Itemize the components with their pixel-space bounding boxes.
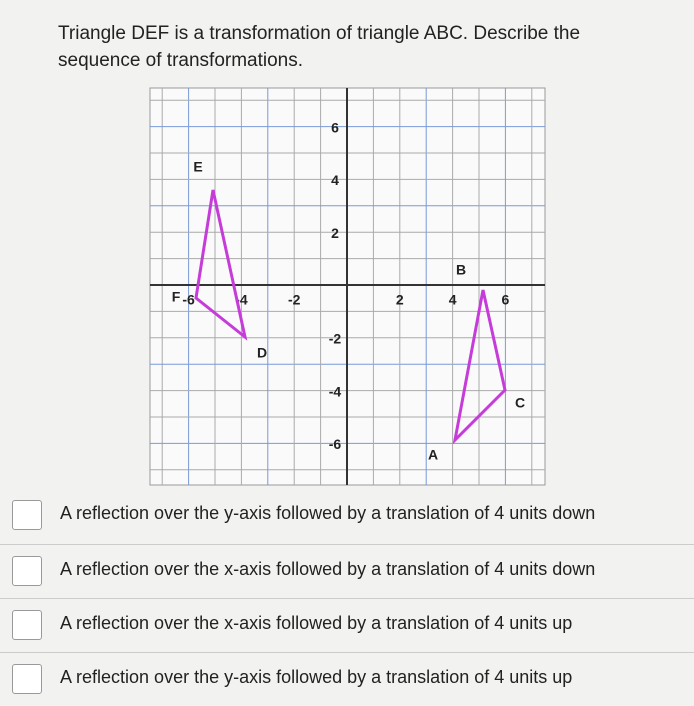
x-tick-label: -2 <box>288 292 301 308</box>
x-tick-label: 4 <box>449 292 457 308</box>
y-tick-label: -2 <box>329 331 342 347</box>
triangle-abc <box>452 289 507 445</box>
option-text: A reflection over the y-axis followed by… <box>60 503 596 523</box>
separator <box>0 598 694 599</box>
separator <box>0 652 694 653</box>
x-tick-label: -6 <box>182 292 195 308</box>
option-text: A reflection over the x-axis followed by… <box>60 559 596 579</box>
separator <box>0 544 694 545</box>
x-tick-label: 6 <box>502 292 510 308</box>
y-tick-label: -6 <box>329 436 342 452</box>
x-tick-label: 2 <box>396 292 404 308</box>
checkbox[interactable] <box>12 664 42 694</box>
vertex-label: D <box>257 345 267 361</box>
triangle-def <box>194 189 248 341</box>
y-tick-label: -4 <box>329 383 342 399</box>
option[interactable]: A reflection over the y-axis followed by… <box>0 652 694 706</box>
y-tick-label: 6 <box>331 119 339 135</box>
checkbox[interactable] <box>12 500 42 530</box>
y-tick-label: 2 <box>331 225 339 241</box>
checkbox[interactable] <box>12 556 42 586</box>
vertex-label: B <box>456 262 466 278</box>
checkbox[interactable] <box>12 610 42 640</box>
option[interactable]: A reflection over the x-axis followed by… <box>0 598 694 652</box>
vertex-label: A <box>428 447 438 463</box>
option[interactable]: A reflection over the y-axis followed by… <box>0 488 694 542</box>
option-text: A reflection over the y-axis followed by… <box>60 667 573 687</box>
option[interactable]: A reflection over the x-axis followed by… <box>0 544 694 598</box>
vertex-label: C <box>515 395 525 411</box>
vertex-label: E <box>193 159 202 175</box>
question: Triangle DEF is a transformation of tria… <box>58 23 581 71</box>
option-text: A reflection over the x-axis followed by… <box>60 613 573 633</box>
y-tick-label: 4 <box>331 172 339 188</box>
vertex-label: F <box>172 289 181 305</box>
